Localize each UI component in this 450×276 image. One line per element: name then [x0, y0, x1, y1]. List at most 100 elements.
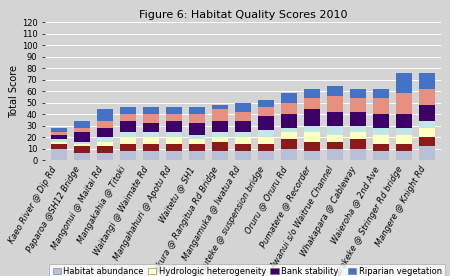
Bar: [235, 151, 251, 160]
Bar: [189, 151, 205, 160]
Bar: [212, 110, 228, 121]
Bar: [396, 93, 412, 114]
Bar: [258, 144, 274, 151]
Bar: [97, 128, 113, 137]
Bar: [235, 144, 251, 151]
Bar: [258, 130, 274, 137]
Bar: [235, 132, 251, 137]
Bar: [212, 142, 228, 151]
Bar: [143, 132, 159, 137]
Bar: [74, 142, 90, 144]
Bar: [189, 107, 205, 114]
Bar: [212, 151, 228, 160]
Bar: [419, 137, 435, 146]
Bar: [74, 121, 90, 128]
Bar: [51, 139, 67, 142]
Bar: [74, 144, 90, 146]
Bar: [51, 148, 67, 160]
Bar: [258, 137, 274, 144]
Bar: [419, 128, 435, 137]
Bar: [51, 132, 67, 135]
Bar: [304, 142, 320, 151]
Bar: [373, 89, 389, 98]
Bar: [373, 114, 389, 128]
Bar: [396, 144, 412, 151]
Bar: [327, 86, 343, 96]
Bar: [97, 146, 113, 153]
Bar: [189, 139, 205, 144]
Bar: [143, 151, 159, 160]
Title: Figure 6: Habitat Quality Scores 2010: Figure 6: Habitat Quality Scores 2010: [139, 10, 347, 20]
Bar: [97, 137, 113, 142]
Bar: [327, 96, 343, 112]
Bar: [304, 151, 320, 160]
Bar: [258, 151, 274, 160]
Bar: [166, 151, 182, 160]
Bar: [304, 126, 320, 132]
Bar: [166, 132, 182, 137]
Bar: [97, 110, 113, 121]
Bar: [304, 89, 320, 98]
Bar: [120, 151, 136, 160]
Bar: [166, 144, 182, 151]
Bar: [235, 121, 251, 132]
Bar: [373, 144, 389, 151]
Bar: [97, 121, 113, 128]
Legend: Habitat abundance, Habitat diversity, Hydrologic heterogeneity, Channel alterati: Habitat abundance, Habitat diversity, Hy…: [49, 264, 446, 276]
Bar: [281, 128, 297, 132]
Bar: [327, 142, 343, 148]
Bar: [419, 73, 435, 89]
Bar: [258, 100, 274, 107]
Bar: [212, 132, 228, 137]
Bar: [235, 103, 251, 112]
Bar: [281, 148, 297, 160]
Bar: [97, 153, 113, 160]
Bar: [350, 139, 366, 148]
Bar: [327, 126, 343, 135]
Bar: [281, 103, 297, 114]
Bar: [258, 107, 274, 116]
Bar: [120, 121, 136, 132]
Bar: [396, 128, 412, 135]
Bar: [74, 146, 90, 153]
Bar: [212, 105, 228, 110]
Bar: [166, 107, 182, 114]
Bar: [419, 121, 435, 128]
Bar: [350, 112, 366, 126]
Bar: [396, 73, 412, 93]
Bar: [143, 114, 159, 123]
Bar: [97, 142, 113, 146]
Bar: [166, 114, 182, 121]
Bar: [74, 132, 90, 142]
Bar: [143, 107, 159, 114]
Bar: [327, 135, 343, 142]
Bar: [120, 132, 136, 137]
Bar: [166, 121, 182, 132]
Bar: [120, 114, 136, 121]
Bar: [396, 114, 412, 128]
Bar: [281, 93, 297, 103]
Bar: [120, 144, 136, 151]
Bar: [373, 98, 389, 114]
Bar: [235, 137, 251, 144]
Bar: [189, 114, 205, 123]
Bar: [304, 110, 320, 126]
Bar: [51, 144, 67, 148]
Bar: [166, 137, 182, 144]
Bar: [143, 137, 159, 144]
Bar: [189, 144, 205, 151]
Bar: [419, 89, 435, 105]
Bar: [373, 135, 389, 144]
Bar: [281, 114, 297, 128]
Bar: [327, 112, 343, 126]
Bar: [419, 105, 435, 121]
Bar: [327, 148, 343, 160]
Bar: [304, 132, 320, 142]
Bar: [74, 153, 90, 160]
Bar: [350, 98, 366, 112]
Bar: [350, 132, 366, 139]
Bar: [235, 112, 251, 121]
Bar: [396, 151, 412, 160]
Y-axis label: Total Score: Total Score: [9, 65, 19, 118]
Bar: [350, 89, 366, 98]
